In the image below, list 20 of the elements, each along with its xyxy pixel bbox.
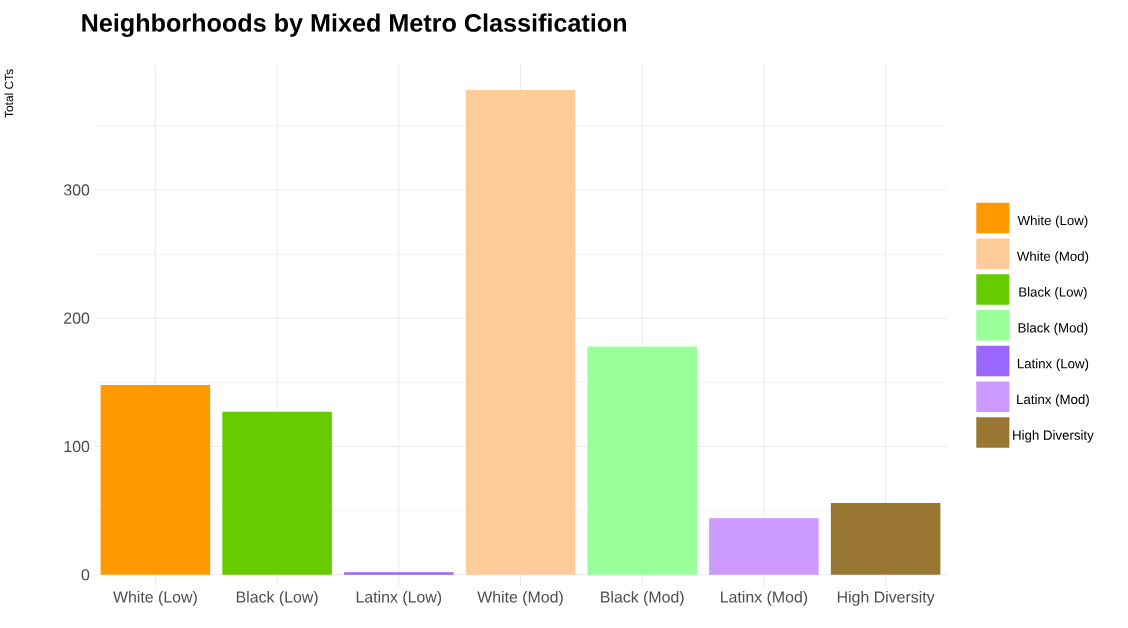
legend-label: White (Low): [1017, 215, 1088, 228]
x-tick-label: High Diversity: [837, 590, 935, 606]
x-tick-label: Latinx (Mod): [721, 590, 808, 606]
y-tick-label: 100: [64, 440, 90, 453]
y-tick-label: 300: [63, 184, 90, 196]
legend-label: Black (Mod): [1018, 322, 1088, 336]
legend-label: Latinx (Low): [1017, 358, 1089, 371]
chart-title: Neighborhoods by Mixed Metro Classification: [82, 13, 627, 37]
legend-label: Latinx (Mod): [1017, 394, 1089, 407]
y-tick-label: 0: [81, 569, 90, 581]
x-tick-label: White (Low): [113, 590, 197, 606]
y-axis-title: Total CTs: [4, 69, 14, 118]
legend-label: Black (Low): [1019, 287, 1087, 300]
y-tick-label: 200: [64, 312, 90, 324]
x-tick-label: White (Mod): [477, 590, 563, 606]
x-tick-label: Black (Low): [236, 590, 318, 606]
legend-label: High Diversity: [1013, 430, 1094, 443]
x-tick-label: Latinx (Low): [356, 590, 442, 606]
legend-label: White (Mod): [1016, 251, 1089, 264]
x-tick-label: Black (Mod): [601, 590, 684, 606]
